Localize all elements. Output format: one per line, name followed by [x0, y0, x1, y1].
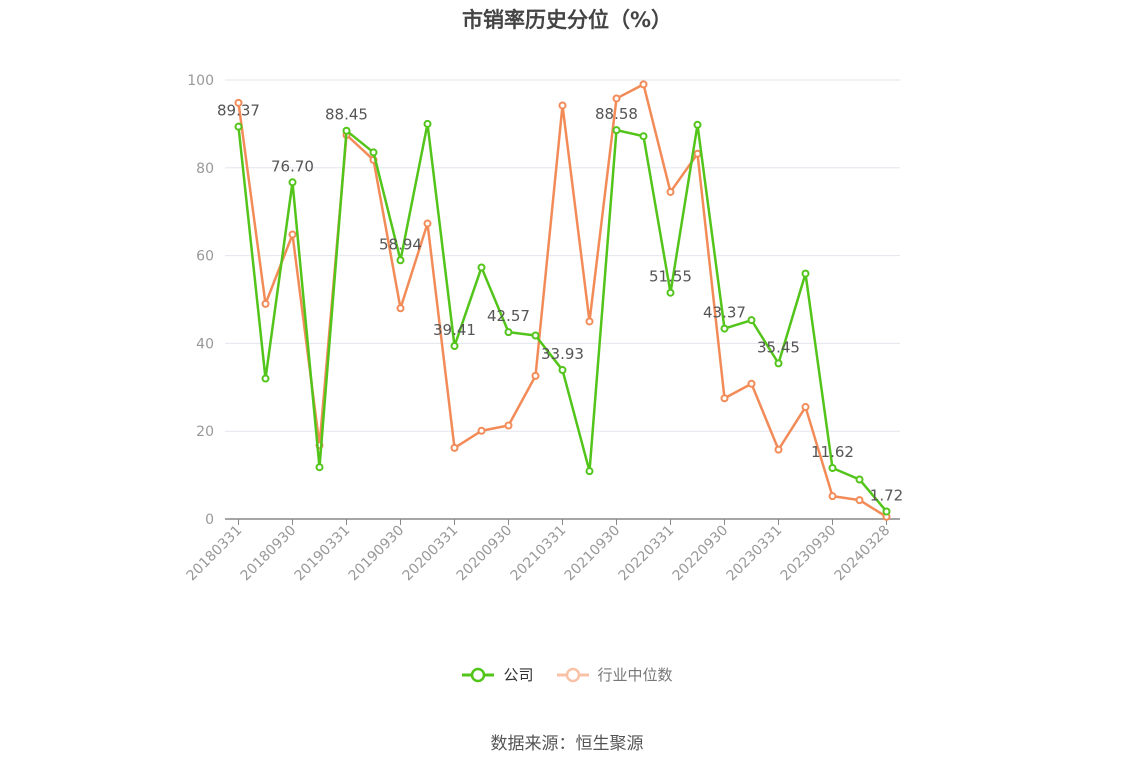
data-point-company — [828, 463, 837, 472]
data-point-industry-median — [396, 304, 405, 313]
y-tick-label: 40 — [196, 336, 214, 352]
data-point-industry-median — [693, 149, 702, 158]
data-label: 58.94 — [379, 235, 422, 253]
data-point-company — [396, 256, 405, 265]
data-point-company — [855, 475, 864, 484]
data-point-company — [450, 341, 459, 350]
data-point-industry-median — [774, 445, 783, 454]
data-point-company — [882, 507, 891, 516]
legend-label-industry-median: 行业中位数 — [597, 666, 673, 684]
data-point-company — [666, 288, 675, 297]
data-point-company — [477, 263, 486, 272]
x-tick-label: 20210331 — [508, 523, 570, 585]
legend-line-icon — [462, 667, 495, 682]
x-tick-label: 20190930 — [346, 523, 408, 585]
x-tick-label: 20190331 — [292, 523, 354, 585]
data-point-industry-median — [801, 403, 810, 412]
data-label: 76.70 — [271, 157, 314, 175]
data-point-company — [801, 269, 810, 278]
data-label: 42.57 — [487, 307, 530, 325]
data-point-company — [585, 467, 594, 476]
x-tick-label: 20180331 — [184, 523, 246, 585]
data-point-company — [342, 126, 351, 135]
data-label: 88.45 — [325, 106, 368, 124]
data-label: 35.45 — [757, 338, 800, 356]
data-point-company — [288, 178, 297, 187]
y-tick-label: 100 — [187, 73, 214, 89]
chart-title: 市销率历史分位（%） — [461, 8, 673, 32]
data-point-industry-median — [747, 379, 756, 388]
legend: 公司 行业中位数 — [0, 664, 1134, 685]
data-point-company — [261, 374, 270, 383]
data-point-company — [612, 126, 621, 135]
data-point-industry-median — [855, 496, 864, 505]
x-tick-label: 20200930 — [454, 523, 516, 585]
x-tick-label: 20200331 — [400, 523, 462, 585]
data-point-company — [639, 132, 648, 141]
x-tick-label: 20220930 — [670, 523, 732, 585]
legend-item-industry-median[interactable]: 行业中位数 — [556, 664, 673, 685]
data-label: 51.55 — [649, 268, 692, 286]
x-tick-label: 20180930 — [238, 523, 300, 585]
x-tick-label: 20240328 — [832, 523, 894, 585]
data-point-company — [747, 316, 756, 325]
data-point-industry-median — [585, 317, 594, 326]
data-point-industry-median — [666, 187, 675, 196]
data-label: 88.58 — [595, 105, 638, 123]
y-tick-label: 0 — [205, 512, 214, 528]
data-point-company — [774, 359, 783, 368]
legend-item-company[interactable]: 公司 — [461, 664, 534, 685]
data-label: 33.93 — [541, 345, 584, 363]
series-line-industry-median — [237, 83, 888, 518]
data-point-company — [504, 328, 513, 337]
source-note: 数据来源：恒生聚源 — [490, 734, 644, 754]
data-label: 89.37 — [217, 102, 260, 120]
axis-layer: 0 20 40 60 80 100 2018033120180930201903312019… — [184, 73, 900, 584]
data-point-company — [720, 324, 729, 333]
x-tick-label: 20220331 — [616, 523, 678, 585]
x-tick-label: 20230331 — [724, 523, 786, 585]
data-point-company — [423, 119, 432, 128]
data-point-company — [234, 122, 243, 131]
x-tick-label: 20210930 — [562, 523, 624, 585]
data-label: 43.37 — [703, 304, 746, 322]
data-label: 11.62 — [811, 443, 854, 461]
data-point-industry-median — [423, 219, 432, 228]
data-point-industry-median — [639, 80, 648, 89]
data-point-company — [531, 331, 540, 340]
x-tick-label: 20230930 — [778, 523, 840, 585]
data-point-company — [693, 120, 702, 129]
data-point-industry-median — [450, 443, 459, 452]
series-layer — [234, 80, 891, 521]
data-point-industry-median — [504, 421, 513, 430]
data-point-industry-median — [828, 492, 837, 501]
data-point-industry-median — [477, 426, 486, 435]
y-tick-label: 60 — [196, 249, 214, 265]
data-point-industry-median — [612, 94, 621, 103]
y-tick-label: 80 — [196, 161, 214, 177]
data-point-company — [558, 366, 567, 375]
data-label: 39.41 — [433, 321, 476, 339]
data-point-company — [369, 148, 378, 157]
legend-line-icon — [556, 667, 589, 682]
legend-label-company: 公司 — [503, 666, 534, 684]
data-label-layer: 89.37 76.70 88.45 58.94 39.41 42.57 33.93 88.58… — [217, 102, 903, 505]
data-point-industry-median — [531, 371, 540, 380]
data-point-industry-median — [261, 299, 270, 308]
data-label: 1.72 — [870, 486, 903, 504]
data-point-industry-median — [288, 230, 297, 239]
data-point-industry-median — [558, 101, 567, 110]
data-point-industry-median — [234, 98, 243, 107]
data-point-company — [315, 463, 324, 472]
y-tick-label: 20 — [196, 424, 214, 440]
series-line-company — [237, 122, 888, 513]
data-point-industry-median — [720, 394, 729, 403]
